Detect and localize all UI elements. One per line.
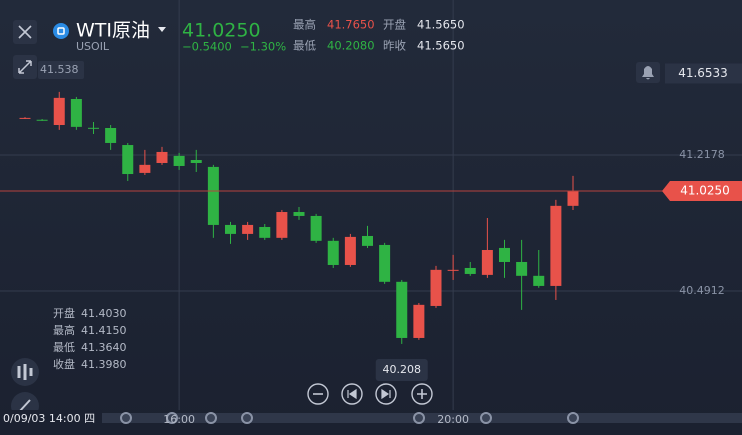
stat-value: 41.5650 [417, 39, 465, 53]
price: 41.0250 [182, 20, 261, 42]
candle-body [447, 269, 459, 271]
candle-body [242, 224, 254, 234]
timeline-handles [120, 412, 579, 424]
start-icon [347, 388, 357, 400]
ohlc-label: 最低 [53, 341, 75, 354]
plot-area [0, 0, 742, 410]
last-price-tag [662, 181, 742, 202]
stat-value: 41.7650 [327, 18, 375, 32]
alert-price-box [665, 63, 742, 84]
end-button[interactable] [375, 383, 397, 405]
candle-body [396, 281, 408, 338]
candle-body [190, 159, 202, 163]
candle-body [88, 127, 99, 129]
candle-body [207, 166, 219, 225]
candle-body [344, 236, 356, 265]
end-icon [381, 388, 391, 400]
time-tag: 0/09/03 14:00 四 [3, 412, 95, 425]
candle-body [464, 267, 476, 274]
candle-body [516, 261, 528, 276]
y-tick-label: 40.4912 [679, 284, 725, 297]
zoom-in-button[interactable] [411, 383, 433, 405]
candle-body [327, 240, 339, 265]
ohlc-value: 41.4150 [81, 324, 127, 337]
candle-body [430, 269, 442, 306]
stat-value: 41.5650 [417, 18, 465, 32]
stat-label: 开盘 [383, 18, 406, 32]
candle-body [362, 235, 373, 246]
low-tooltip-label: 40.208 [383, 363, 422, 376]
symbol-logo-mark [57, 27, 65, 35]
candle-body [105, 127, 117, 143]
x-tick-label: 20:00 [437, 413, 469, 426]
zoom-out-button[interactable] [307, 383, 329, 405]
left-tag: 41.538 [40, 63, 79, 76]
last-price-label: 41.0250 [680, 184, 730, 198]
candle-body [413, 304, 425, 338]
ohlc-label: 最高 [53, 323, 75, 337]
y-tick-label: 41.2178 [679, 148, 725, 161]
candle-body [293, 212, 305, 216]
stat-label: 最高 [293, 18, 316, 32]
candle-body [379, 244, 391, 282]
bell-icon [642, 66, 654, 80]
zoom-in-icon [417, 389, 427, 399]
candle-body [139, 164, 151, 173]
candle-body [259, 226, 271, 238]
candle-body [481, 250, 493, 275]
ohlc-value: 41.3640 [81, 341, 127, 354]
ohlc-label: 开盘 [53, 306, 75, 320]
stat-value: 40.2080 [327, 39, 375, 53]
left-tag-box [38, 61, 84, 79]
symbol-code: USOIL [76, 40, 110, 53]
stat-label: 昨收 [383, 39, 406, 53]
symbol-dropdown[interactable] [158, 27, 166, 32]
candle-body [122, 145, 134, 175]
candle-body [225, 224, 236, 234]
candle-body [36, 119, 48, 121]
symbol-logo [53, 23, 69, 39]
candle-body [53, 97, 65, 126]
symbol-name: WTI原油 [76, 20, 150, 42]
candle-body [533, 275, 545, 286]
ohlc-value: 41.3980 [81, 358, 127, 371]
ohlc-label: 收盘 [53, 357, 75, 371]
x-tick-label: 16:00 [163, 413, 195, 426]
start-button[interactable] [341, 383, 363, 405]
change: −0.5400 [182, 40, 232, 54]
candle-body [499, 247, 510, 262]
candle-body [70, 98, 82, 127]
ohlc-value: 41.4030 [81, 307, 127, 320]
low-tooltip-box [375, 358, 428, 381]
alert-price-label: 41.6533 [678, 66, 728, 80]
stat-label: 最低 [293, 39, 316, 53]
candle-body [19, 117, 31, 119]
candle-body [276, 212, 288, 238]
candle-body [173, 155, 185, 166]
indicator-icon [17, 364, 33, 380]
candle-body [550, 205, 562, 286]
change-percent: −1.30% [240, 40, 286, 54]
close-icon [18, 25, 32, 39]
time-tag-box [0, 410, 102, 428]
expand-icon [18, 60, 32, 74]
candle-body [310, 215, 322, 241]
candle-body [156, 151, 168, 163]
candle-body [567, 191, 579, 206]
